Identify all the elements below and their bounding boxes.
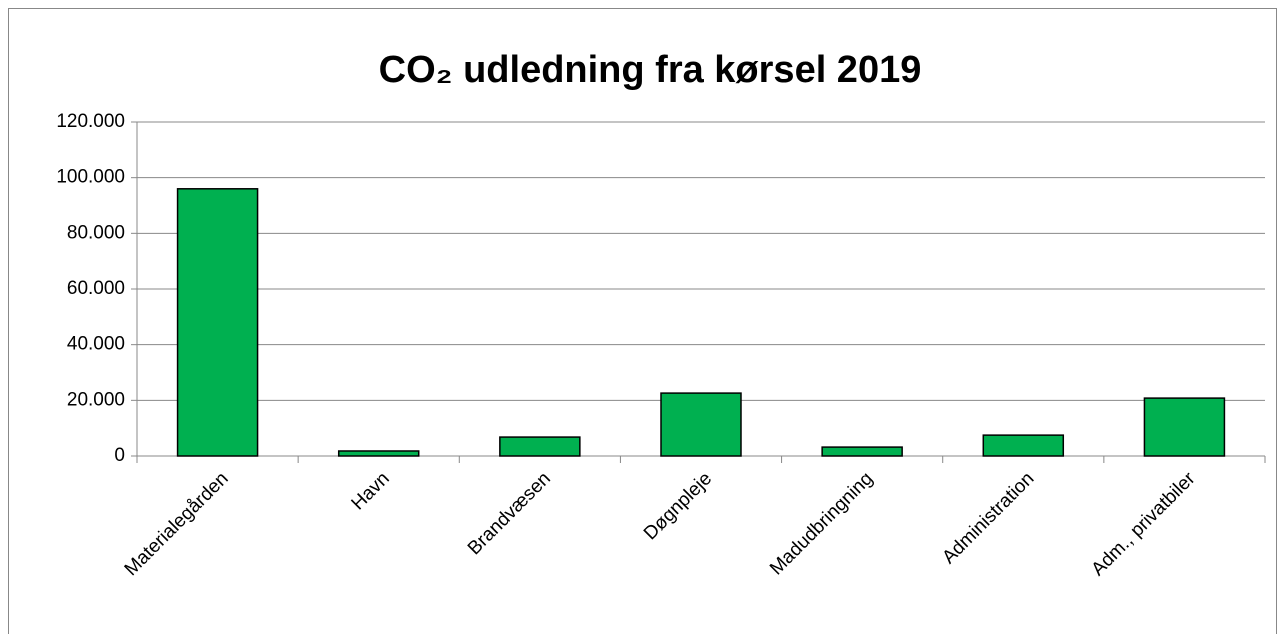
y-tick-label: 0 <box>114 445 125 466</box>
y-tick-label: 20.000 <box>67 389 125 410</box>
bar <box>660 392 742 457</box>
bar <box>1143 397 1226 457</box>
y-tick-label: 40.000 <box>67 334 125 355</box>
bar <box>499 436 581 457</box>
chart-title: CO₂ udledning fra kørsel 2019 <box>379 49 922 91</box>
bar <box>337 450 420 457</box>
bar <box>982 434 1065 457</box>
bar <box>176 188 259 457</box>
y-tick-label: 100.000 <box>56 167 125 188</box>
y-tick-label: 60.000 <box>67 278 125 299</box>
y-tick-label: 120.000 <box>56 111 125 132</box>
bar <box>821 446 903 457</box>
y-tick-label: 80.000 <box>67 222 125 243</box>
